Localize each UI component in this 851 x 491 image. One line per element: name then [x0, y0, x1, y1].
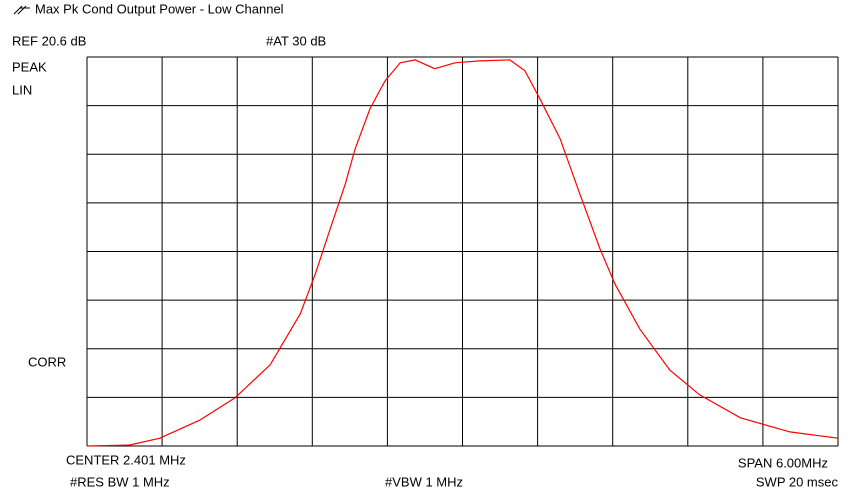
res-bw: #RES BW 1 MHz — [70, 474, 170, 489]
span: SPAN 6.00MHz — [738, 455, 828, 470]
chart-title: Max Pk Cond Output Power - Low Channel — [35, 1, 284, 16]
ref-level: REF 20.6 dB — [12, 33, 86, 48]
attenuation: #AT 30 dB — [266, 33, 326, 48]
corr-label: CORR — [28, 354, 66, 369]
vbw: #VBW 1 MHz — [385, 474, 463, 489]
trace — [86, 59, 839, 447]
trace-icon — [13, 5, 30, 15]
scale-mode: LIN — [12, 82, 32, 97]
center-freq: CENTER 2.401 MHz — [66, 452, 186, 467]
sweep-time: SWP 20 msec — [756, 474, 839, 489]
detector: PEAK — [12, 59, 47, 74]
